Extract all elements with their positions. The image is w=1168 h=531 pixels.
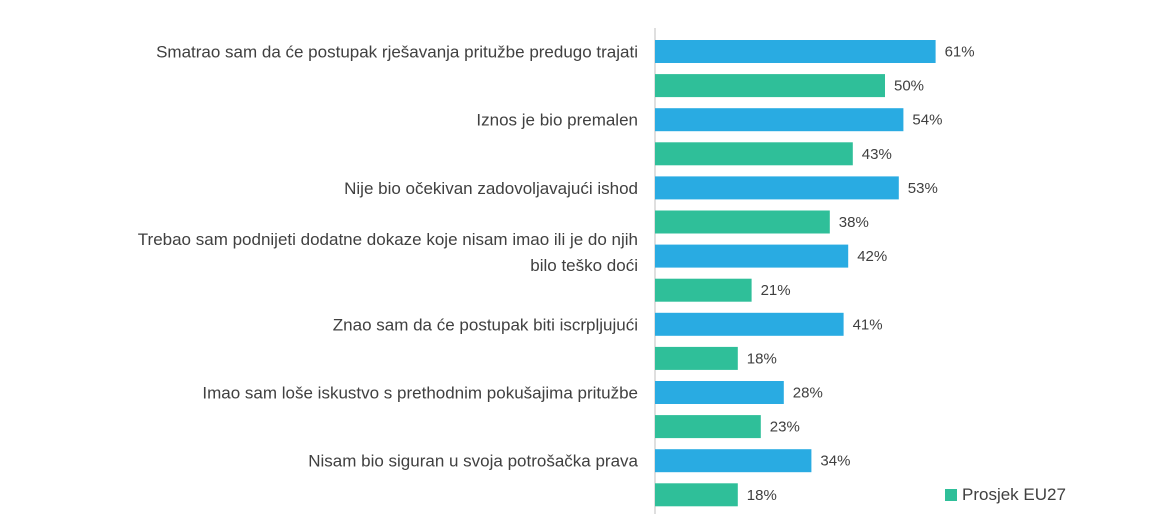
- data-label: 41%: [853, 316, 883, 333]
- bar-eu27-5: [655, 346, 738, 370]
- data-label: 42%: [857, 248, 887, 265]
- bar-eu27-2: [655, 142, 853, 166]
- data-label: 18%: [747, 487, 777, 504]
- chart-marks: 61% 50% Smatrao sam da će postupak rješava…: [138, 40, 975, 507]
- data-label: 23%: [770, 419, 800, 436]
- bar-eu27-6: [655, 415, 761, 439]
- data-label: 28%: [793, 385, 823, 402]
- category-label: Imao sam loše iskustvo s prethodnim poku…: [202, 384, 638, 403]
- bar-country-6: [655, 381, 784, 404]
- category-label: Smatrao sam da će postupak rješavanja pr…: [156, 43, 638, 62]
- data-label: 53%: [908, 180, 938, 197]
- data-label: 54%: [912, 112, 942, 129]
- bar-country-1: [655, 40, 936, 63]
- bar-eu27-7: [655, 483, 738, 507]
- data-label: 21%: [761, 282, 791, 299]
- data-label: 61%: [945, 44, 975, 61]
- bar-country-3: [655, 176, 899, 200]
- bar-eu27-4: [655, 278, 752, 302]
- category-label: Nije bio očekivan zadovoljavajući ishod: [344, 179, 638, 198]
- bar-eu27-1: [655, 74, 885, 98]
- category-label: Iznos je bio premalen: [476, 111, 638, 130]
- bar-country-7: [655, 449, 812, 473]
- bar-country-4: [655, 244, 849, 268]
- category-label: Trebao sam podnijeti dodatne dokaze koje…: [138, 230, 638, 275]
- legend-swatch: [945, 489, 957, 501]
- data-label: 34%: [820, 453, 850, 470]
- bar-eu27-3: [655, 210, 830, 234]
- bar-country-5: [655, 312, 844, 336]
- category-label: Nisam bio siguran u svoja potrošačka pra…: [308, 452, 638, 471]
- legend-label: Prosjek EU27: [962, 485, 1066, 504]
- data-label: 43%: [862, 146, 892, 163]
- legend: Prosjek EU27: [945, 485, 1066, 504]
- data-label: 50%: [894, 78, 924, 95]
- data-label: 18%: [747, 350, 777, 367]
- bar-country-2: [655, 108, 904, 132]
- category-label: Znao sam da će postupak biti iscrpljujuć…: [333, 315, 638, 334]
- data-label: 38%: [839, 214, 869, 231]
